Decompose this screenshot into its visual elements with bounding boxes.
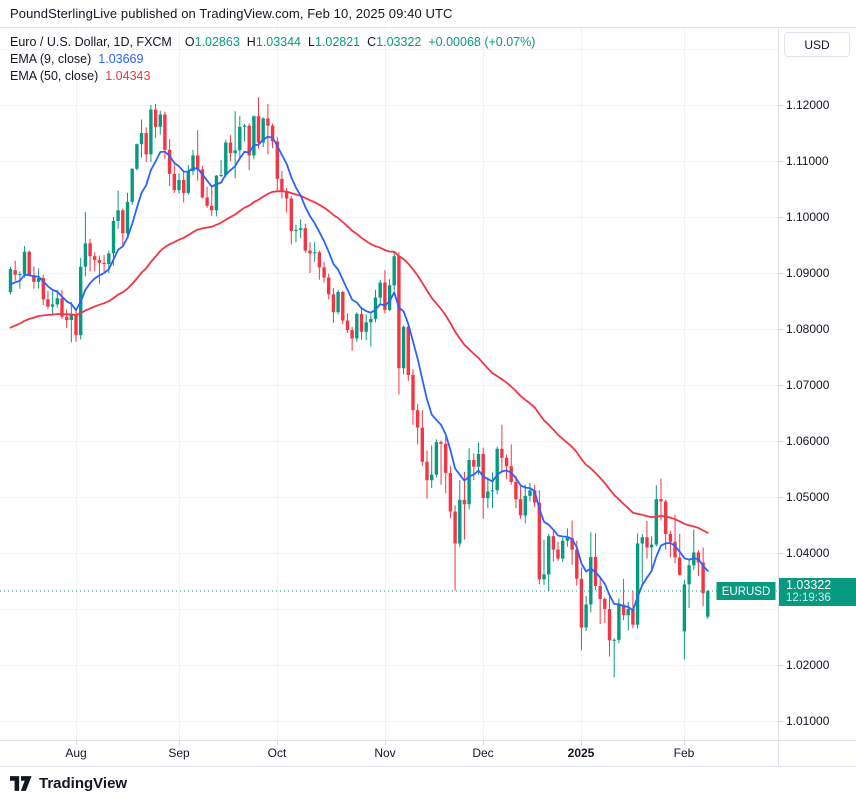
price-axis-tick: [779, 553, 783, 554]
price-axis-label: 1.09000: [786, 266, 830, 280]
ohlc-open: O1.02863: [184, 35, 240, 49]
time-axis-label: Dec: [472, 746, 494, 760]
chart-canvas[interactable]: EURUSD Euro / U.S. Dollar, 1D, FXCM O1.0…: [0, 28, 778, 740]
ema9-label: EMA (9, close): [10, 52, 92, 66]
price-axis-tick: [779, 441, 783, 442]
time-axis-label: Nov: [374, 746, 396, 760]
price-axis[interactable]: USD 1.12000 1.11000 1.10000 1.09000 1.08000 1…: [778, 28, 856, 740]
ema50-line: [9, 190, 709, 534]
ema9-value: 1.03669: [98, 52, 144, 66]
ema50-value: 1.04343: [105, 69, 151, 83]
symbol-title[interactable]: Euro / U.S. Dollar, 1D, FXCM: [10, 35, 172, 49]
price-axis-tick: [779, 273, 783, 274]
currency-toggle-button[interactable]: USD: [784, 32, 850, 57]
price-axis-label: 1.04000: [786, 546, 830, 560]
time-axis-label: 2025: [567, 746, 595, 760]
time-axis[interactable]: Aug Sep Oct Nov Dec 2025 Feb: [0, 740, 856, 766]
chart-main-row: EURUSD Euro / U.S. Dollar, 1D, FXCM O1.0…: [0, 28, 856, 740]
time-axis-label: Sep: [168, 746, 190, 760]
grid-lines: [0, 28, 778, 740]
time-axis-label: Feb: [673, 746, 695, 760]
ohlc-low: L1.02821: [308, 35, 361, 49]
price-axis-tick: [779, 385, 783, 386]
price-axis-label: 1.07000: [786, 378, 830, 392]
price-axis-label: 1.12000: [786, 98, 830, 112]
legend-ema50-row[interactable]: EMA (50, close) 1.04343: [10, 68, 535, 85]
time-axis-tick: [179, 741, 180, 745]
legend-ema9-row[interactable]: EMA (9, close) 1.03669: [10, 51, 535, 68]
price-axis-label: 1.01000: [786, 714, 830, 728]
time-axis-tick: [76, 741, 77, 745]
header-bar: PoundSterlingLive published on TradingVi…: [0, 0, 856, 28]
price-axis-label: 1.02000: [786, 658, 830, 672]
ema50-label: EMA (50, close): [10, 69, 99, 83]
price-axis-tick: [779, 161, 783, 162]
time-axis-label: Aug: [65, 746, 87, 760]
legend-symbol-row[interactable]: Euro / U.S. Dollar, 1D, FXCM O1.02863 H1…: [10, 34, 535, 51]
attribution-title: PoundSterlingLive published on TradingVi…: [10, 6, 453, 21]
brand-name: TradingView: [39, 775, 128, 792]
price-line-flag: EURUSD: [716, 582, 776, 600]
current-price-value: 1.03322: [786, 578, 832, 592]
price-axis-tick: [779, 105, 783, 106]
price-axis-tick: [779, 721, 783, 722]
tradingview-logo-link[interactable]: TradingView: [10, 775, 127, 792]
price-axis-label: 1.11000: [786, 154, 829, 168]
footer-bar: TradingView: [0, 766, 856, 800]
ohlc-close: C1.03322: [367, 35, 422, 49]
svg-text:EURUSD: EURUSD: [722, 586, 771, 598]
ema9-line: [9, 135, 709, 612]
time-axis-tick: [277, 741, 278, 745]
change-value: +0.00068 (+0.07%): [428, 35, 536, 49]
price-axis-label: 1.06000: [786, 434, 830, 448]
price-axis-label: 1.10000: [786, 210, 830, 224]
candlesticks: [8, 97, 710, 678]
price-axis-tick: [779, 329, 783, 330]
time-axis-corner: [778, 741, 856, 766]
price-axis-tick: [779, 497, 783, 498]
price-axis-tick: [779, 665, 783, 666]
bar-close-countdown: 12:19:36: [786, 592, 831, 604]
candlestick-chart: EURUSD: [0, 28, 778, 740]
time-axis-tick: [684, 741, 685, 745]
time-axis-tick: [483, 741, 484, 745]
time-axis-tick: [385, 741, 386, 745]
time-axis-label: Oct: [267, 746, 287, 760]
tradingview-logo-icon: [10, 776, 32, 791]
price-axis-tick: [779, 217, 783, 218]
price-axis-label: 1.05000: [786, 490, 830, 504]
time-axis-tick: [581, 741, 582, 745]
price-axis-label: 1.08000: [786, 322, 830, 336]
current-price-badge: 1.03322 12:19:36: [779, 578, 856, 606]
chart-legend: Euro / U.S. Dollar, 1D, FXCM O1.02863 H1…: [10, 34, 535, 85]
ohlc-high: H1.03344: [246, 35, 301, 49]
